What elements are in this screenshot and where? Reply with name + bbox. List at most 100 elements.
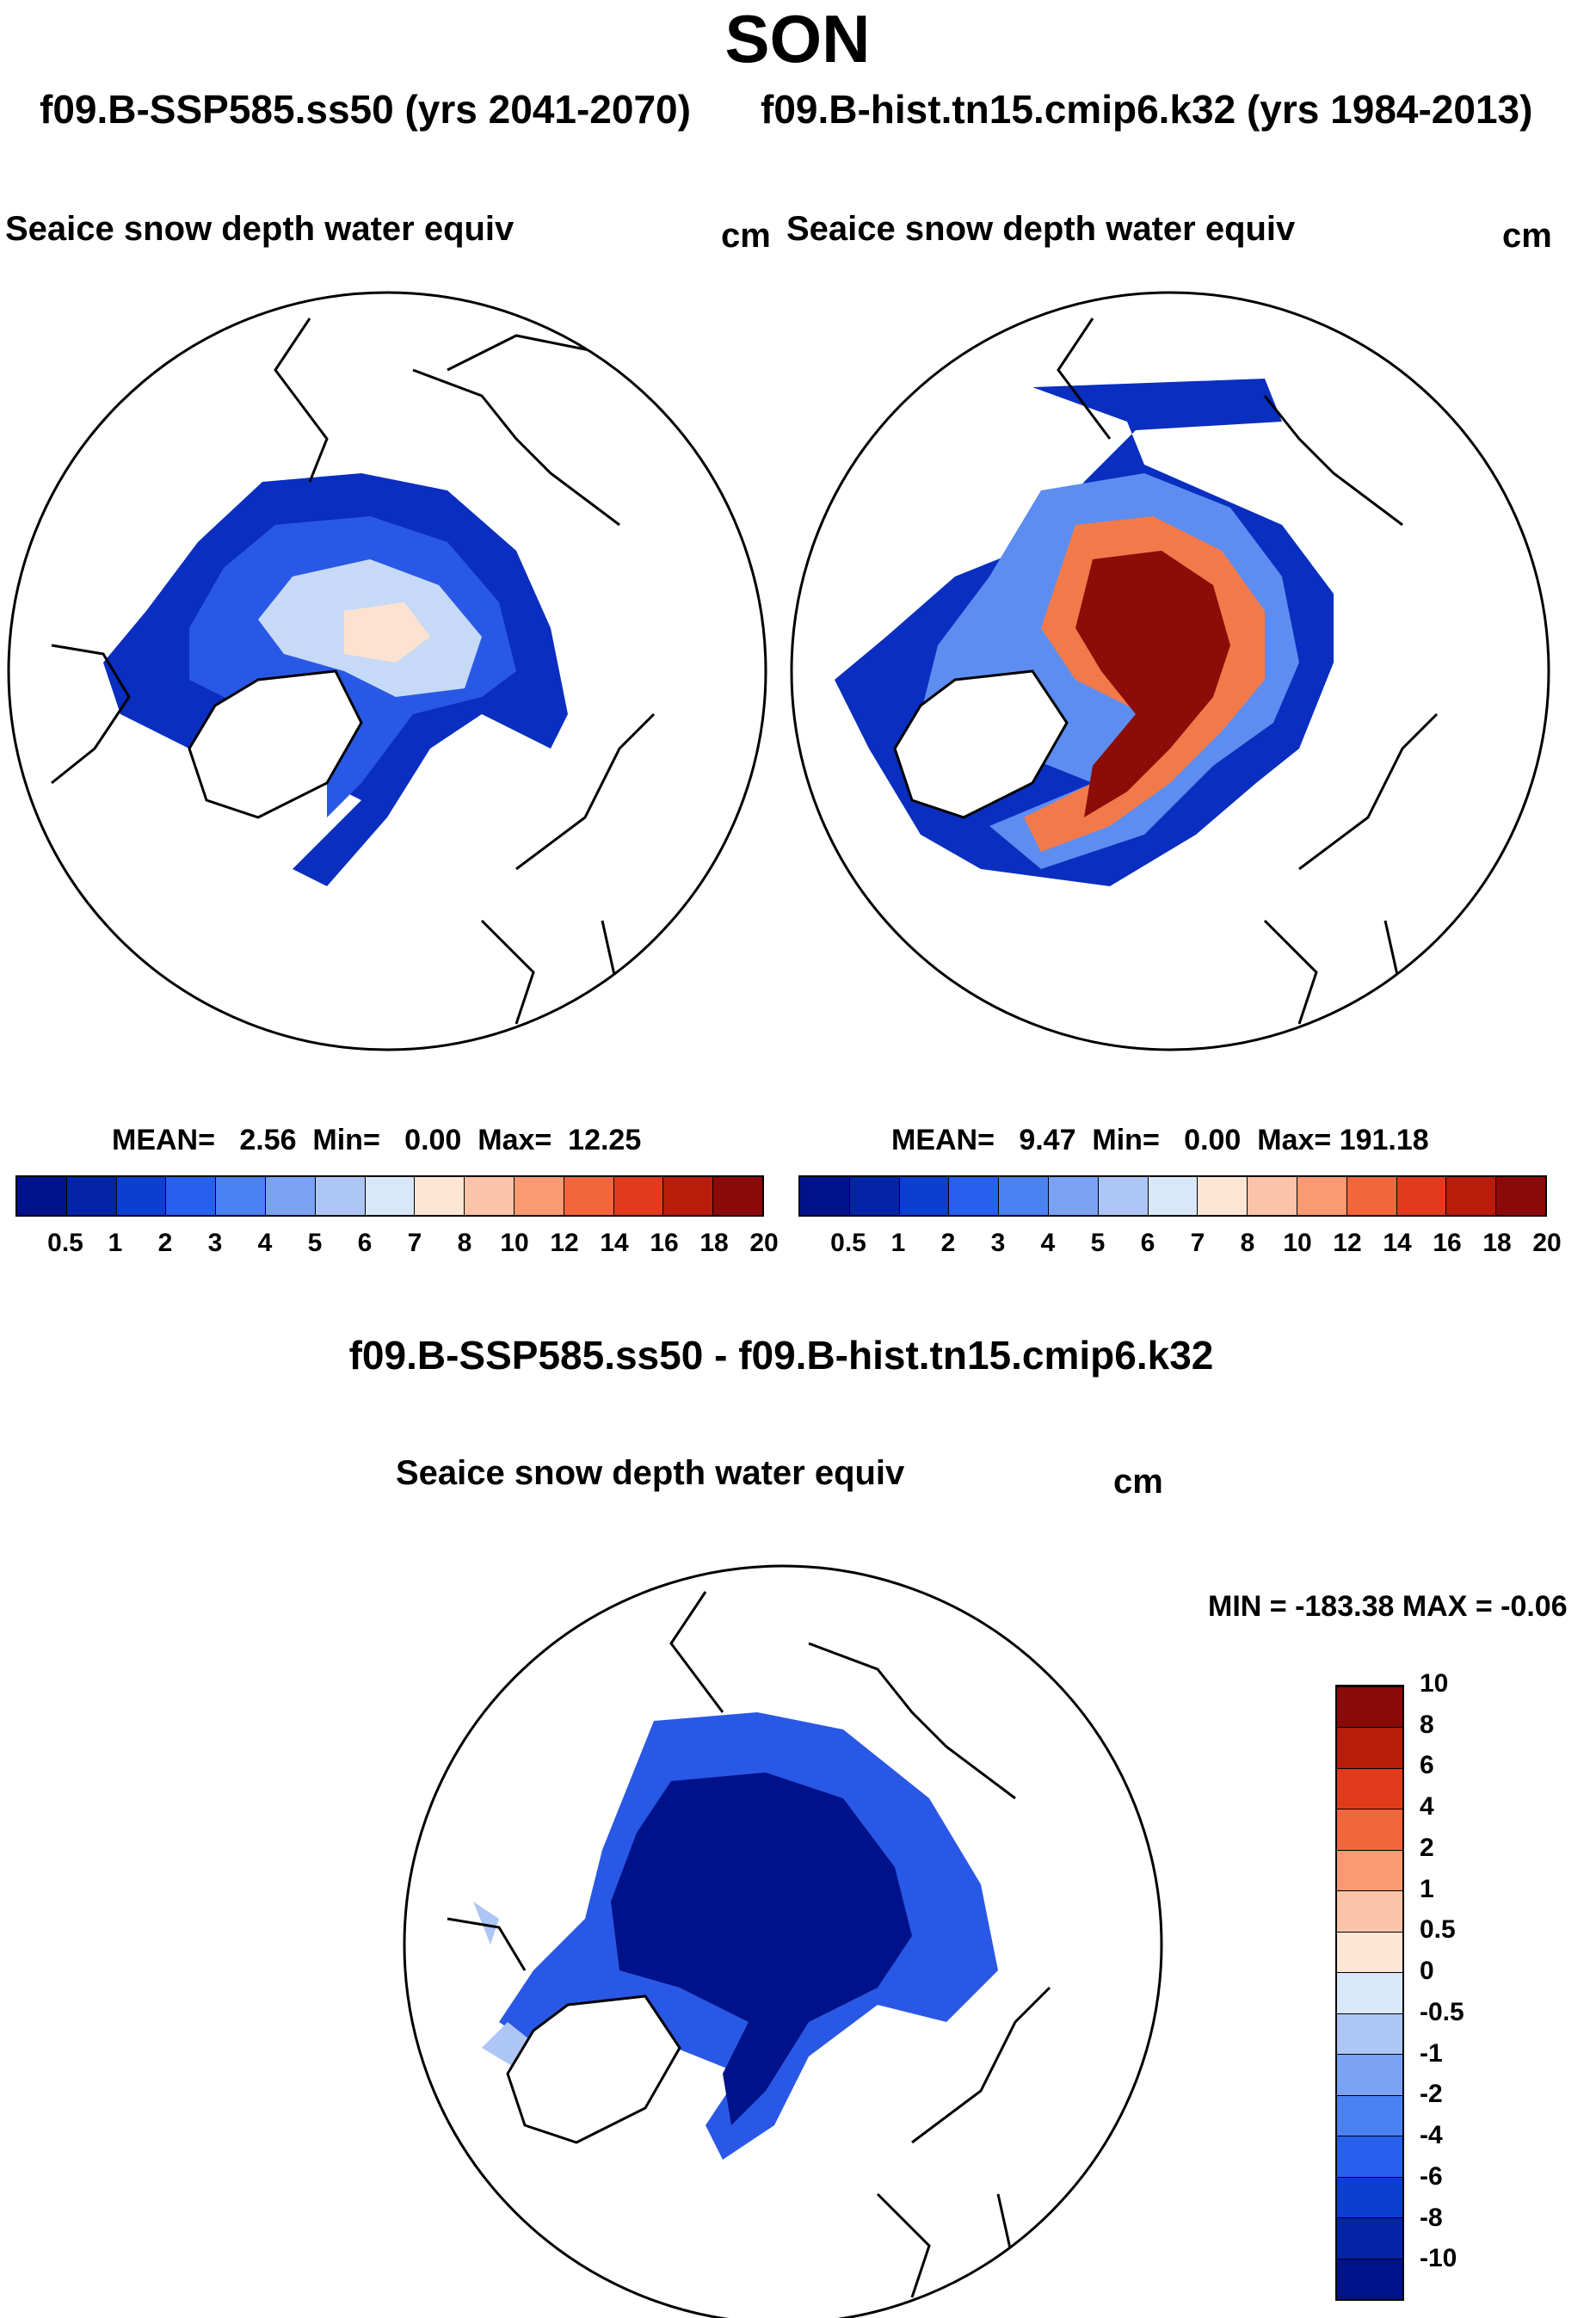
- diff-colorbar-swatch-2: [1337, 2176, 1402, 2218]
- panel1-colorbar-label: 1: [108, 1229, 123, 1257]
- panel1-units: cm: [721, 217, 771, 255]
- panel2-colorbar-swatch-0: [800, 1177, 850, 1215]
- figure-title: SON: [724, 1, 871, 77]
- panel1-colorbar-label: 2: [157, 1229, 173, 1257]
- panel1-map: [7, 291, 767, 1051]
- panel2-coast: [1057, 317, 1489, 1025]
- diff-colorbar-label: 0: [1420, 1957, 1434, 1986]
- panel2-colorbar-swatch-7: [1148, 1177, 1199, 1215]
- diff-map: [403, 1564, 1163, 2318]
- panel2-colorbar-label: 20: [1532, 1229, 1562, 1257]
- panel2-colorbar-label: 18: [1482, 1229, 1512, 1257]
- panel1-colorbar-swatch-3: [166, 1177, 217, 1215]
- diff-colorbar-swatch-1: [1337, 2217, 1402, 2259]
- diff-greenland: [506, 1994, 681, 2144]
- diff-ice-core: [611, 1772, 912, 2125]
- panel2-colorbar-label: 5: [1090, 1229, 1106, 1257]
- panel2-colorbar-swatch-6: [1098, 1177, 1149, 1215]
- panel2-colorbar-label: 0.5: [830, 1229, 866, 1257]
- diff-colorbar-swatch-9: [1337, 1890, 1402, 1932]
- diff-colorbar-label: -0.5: [1420, 1997, 1464, 2026]
- panel1-colorbar-swatch-11: [564, 1177, 614, 1215]
- panel2-colorbar-swatch-3: [949, 1177, 1000, 1215]
- panel1-stats: MEAN= 2.56 Min= 0.00 Max= 12.25: [112, 1124, 641, 1157]
- diff-colorbar-swatch-4: [1337, 2094, 1402, 2136]
- panel2-colorbar-label: 4: [1040, 1229, 1056, 1257]
- panel1-max: 12.25: [568, 1124, 642, 1156]
- panel2-colorbar-labels: 0.5 1 2 3 4 5 6 7 8 10 12 14 16 18 20: [798, 1229, 1562, 1263]
- panel2-colorbar-swatch-2: [899, 1177, 950, 1215]
- diff-colorbar-label: 6: [1420, 1751, 1434, 1780]
- panel1-colorbar-swatch-14: [713, 1177, 762, 1215]
- panel1-greenland: [188, 669, 363, 819]
- panel2-colorbar-label: 6: [1140, 1229, 1155, 1257]
- panel2-colorbar-swatch-12: [1396, 1177, 1447, 1215]
- panel1-colorbar-label: 12: [550, 1229, 579, 1257]
- panel2-colorbar-swatch-4: [999, 1177, 1049, 1215]
- panel1-max-label: Max=: [478, 1124, 552, 1156]
- panel1-colorbar-label: 10: [500, 1229, 529, 1257]
- panel2-ice-core: [1075, 551, 1230, 817]
- diff-colorbar-label: 10: [1420, 1669, 1449, 1698]
- diff-colorbar-label: -6: [1420, 2161, 1443, 2191]
- panel1-colorbar-label: 7: [407, 1229, 422, 1257]
- diff-colorbar-label: -1: [1420, 2038, 1443, 2068]
- panel1-min-label: Min=: [312, 1124, 380, 1156]
- panel1-min: 0.00: [404, 1124, 462, 1156]
- diff-minmax: MIN = -183.38 MAX = -0.06: [1208, 1590, 1568, 1623]
- panel2-title: Seaice snow depth water equiv: [786, 210, 1296, 248]
- panel1-colorbar-swatch-0: [17, 1177, 67, 1215]
- panel1-colorbar-swatch-9: [465, 1177, 515, 1215]
- diff-colorbar-label: -4: [1420, 2121, 1443, 2150]
- panel2-colorbar-swatch-14: [1496, 1177, 1545, 1215]
- subtitle-right: f09.B-hist.tn15.cmip6.k32 (yrs 1984-2013…: [761, 87, 1533, 132]
- panel1-colorbar-label: 0.5: [47, 1229, 83, 1257]
- panel2-stats: MEAN= 9.47 Min= 0.00 Max= 191.18: [891, 1124, 1429, 1157]
- panel2-colorbar-label: 14: [1383, 1229, 1412, 1257]
- diff-colorbar-label: -8: [1420, 2203, 1443, 2232]
- diff-units: cm: [1113, 1463, 1163, 1501]
- panel2-colorbar-label: 8: [1240, 1229, 1255, 1257]
- diff-colorbar-swatch-10: [1337, 1849, 1402, 1891]
- panel1-colorbar-labels: 0.5 1 2 3 4 5 6 7 8 10 12 14 16 18 20: [15, 1229, 779, 1263]
- diff-colorbar-label: 4: [1420, 1792, 1434, 1822]
- diff-colorbar-swatch-8: [1337, 1931, 1402, 1973]
- panel1-colorbar-label: 4: [257, 1229, 273, 1257]
- panel1-colorbar-swatch-8: [415, 1177, 465, 1215]
- panel1-colorbar-swatch-4: [216, 1177, 266, 1215]
- panel2-colorbar-swatch-1: [849, 1177, 900, 1215]
- panel2-min: 0.00: [1184, 1124, 1242, 1156]
- diff-colorbar: [1335, 1685, 1404, 2301]
- panel2-colorbar-label: 10: [1283, 1229, 1312, 1257]
- diff-colorbar-label: 8: [1420, 1710, 1434, 1739]
- panel2-max-label: Max=: [1257, 1124, 1332, 1156]
- panel2-colorbar-swatch-8: [1198, 1177, 1248, 1215]
- panel1-colorbar-label: 14: [600, 1229, 629, 1257]
- diff-title: f09.B-SSP585.ss50 - f09.B-hist.tn15.cmip…: [348, 1333, 1214, 1378]
- diff-coast: [447, 1591, 1119, 2298]
- panel2-map: [790, 291, 1550, 1051]
- panel2-colorbar-swatch-11: [1346, 1177, 1397, 1215]
- diff-panel-title: Seaice snow depth water equiv: [396, 1454, 905, 1492]
- panel1-mean: 2.56: [239, 1124, 297, 1156]
- diff-colorbar-label: 2: [1420, 1833, 1434, 1862]
- panel2-greenland: [893, 669, 1069, 819]
- panel2-colorbar-swatch-5: [1048, 1177, 1099, 1215]
- diff-colorbar-swatch-14: [1337, 1686, 1402, 1728]
- panel2-min-label: Min=: [1092, 1124, 1160, 1156]
- panel1-colorbar-swatch-6: [315, 1177, 366, 1215]
- panel1-title: Seaice snow depth water equiv: [5, 210, 515, 248]
- panel1-colorbar-swatch-5: [265, 1177, 316, 1215]
- panel1-colorbar-swatch-7: [365, 1177, 416, 1215]
- panel1-colorbar-label: 18: [699, 1229, 729, 1257]
- panel2-colorbar-label: 16: [1433, 1229, 1462, 1257]
- panel2-mean-label: MEAN=: [891, 1124, 995, 1156]
- panel1-colorbar-swatch-2: [116, 1177, 167, 1215]
- panel2-max: 191.18: [1339, 1124, 1429, 1156]
- panel1-colorbar: [15, 1175, 764, 1217]
- panel2-colorbar-label: 7: [1190, 1229, 1205, 1257]
- diff-colorbar-swatch-3: [1337, 2136, 1402, 2177]
- panel2-colorbar-label: 12: [1333, 1229, 1362, 1257]
- diff-colorbar-swatch-12: [1337, 1767, 1402, 1809]
- diff-colorbar-swatch-5: [1337, 2054, 1402, 2095]
